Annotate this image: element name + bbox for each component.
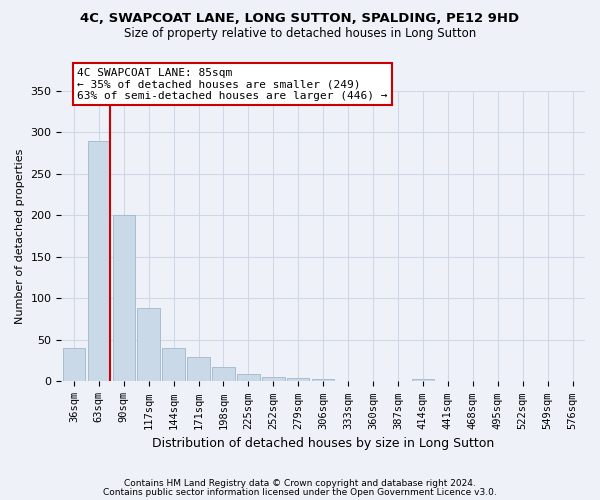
Text: 4C, SWAPCOAT LANE, LONG SUTTON, SPALDING, PE12 9HD: 4C, SWAPCOAT LANE, LONG SUTTON, SPALDING… <box>80 12 520 26</box>
Bar <box>312 379 334 382</box>
Bar <box>287 378 310 382</box>
Bar <box>88 140 110 382</box>
Y-axis label: Number of detached properties: Number of detached properties <box>15 148 25 324</box>
Text: Contains HM Land Registry data © Crown copyright and database right 2024.: Contains HM Land Registry data © Crown c… <box>124 478 476 488</box>
X-axis label: Distribution of detached houses by size in Long Sutton: Distribution of detached houses by size … <box>152 437 494 450</box>
Bar <box>113 216 135 382</box>
Bar <box>262 378 284 382</box>
Bar <box>163 348 185 382</box>
Bar <box>212 368 235 382</box>
Text: 4C SWAPCOAT LANE: 85sqm
← 35% of detached houses are smaller (249)
63% of semi-d: 4C SWAPCOAT LANE: 85sqm ← 35% of detache… <box>77 68 388 100</box>
Bar <box>62 348 85 382</box>
Text: Size of property relative to detached houses in Long Sutton: Size of property relative to detached ho… <box>124 28 476 40</box>
Bar <box>187 356 210 382</box>
Bar <box>137 308 160 382</box>
Text: Contains public sector information licensed under the Open Government Licence v3: Contains public sector information licen… <box>103 488 497 497</box>
Bar <box>237 374 260 382</box>
Bar <box>412 379 434 382</box>
